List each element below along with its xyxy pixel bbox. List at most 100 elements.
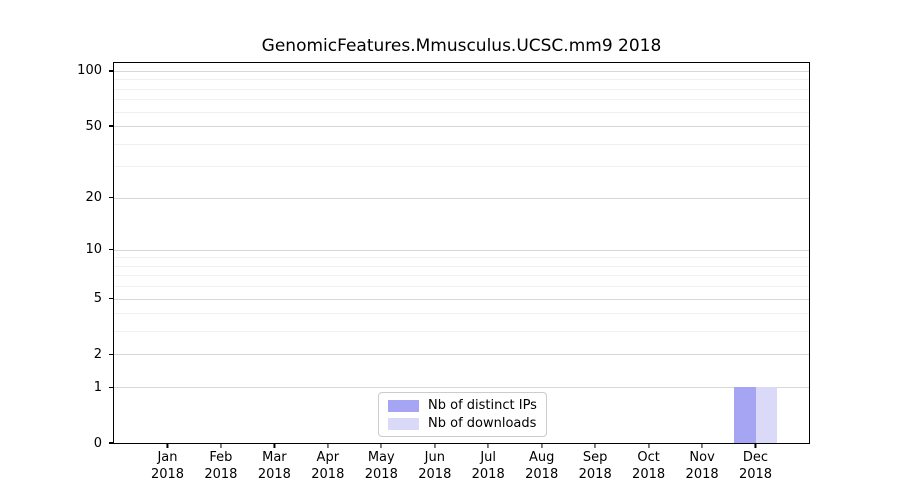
x-tick-mark-aug: [541, 444, 543, 448]
x-tick-label-month: Dec: [742, 450, 769, 465]
x-tick-aug: Aug 2018: [525, 444, 558, 483]
gridline-major-100: [114, 70, 809, 72]
y-tick-label-5: 5: [93, 291, 102, 306]
chart-title: GenomicFeatures.Mmusculus.UCSC.mm9 2018: [261, 36, 662, 56]
gridline-minor-70: [114, 99, 809, 101]
y-tick-mark-5: [109, 297, 113, 300]
x-tick-label-year: 2018: [525, 467, 559, 482]
x-tick-label-month: May: [367, 450, 395, 465]
gridline-major-1: [114, 387, 809, 389]
gridline-minor-7: [114, 275, 809, 277]
y-tick-2: 2: [94, 345, 113, 363]
y-tick-mark-50: [109, 125, 113, 127]
gridline-minor-4: [114, 313, 809, 315]
y-tick-mark-100: [109, 70, 113, 72]
x-tick-feb: Feb 2018: [204, 444, 237, 483]
y-tick-mark-20: [109, 196, 113, 199]
y-tick-20: 20: [85, 189, 113, 207]
gridline-major-5: [114, 298, 809, 300]
x-tick-mark-jan: [166, 444, 169, 448]
x-tick-label-month: Mar: [262, 450, 287, 465]
y-tick-5: 5: [94, 290, 113, 308]
x-tick-jul: Jul 2018: [472, 444, 505, 483]
x-tick-label-month: Apr: [316, 450, 340, 465]
x-tick-label-year: 2018: [578, 467, 612, 482]
y-tick-label-0: 0: [93, 435, 102, 451]
x-tick-label-year: 2018: [150, 467, 185, 482]
x-tick-label-year: 2018: [364, 467, 398, 482]
y-tick-label-1: 1: [93, 379, 102, 395]
x-tick-label-year: 2018: [257, 467, 291, 482]
x-tick-label-month: Jan: [157, 450, 178, 465]
y-tick-label-50: 50: [85, 118, 102, 134]
x-tick-sep: Sep 2018: [579, 444, 612, 483]
legend-entry-nb-of-downloads: Nb of downloads: [388, 415, 537, 432]
x-tick-label-year: 2018: [311, 467, 345, 482]
x-tick-label-year: 2018: [685, 467, 719, 482]
x-tick-label-year: 2018: [632, 467, 666, 482]
x-tick-mark-mar: [273, 444, 275, 448]
y-tick-label-20: 20: [85, 190, 102, 205]
gridline-major-2: [114, 354, 809, 356]
gridline-minor-3: [114, 331, 809, 333]
legend-label-nb-of-distinct-ips: Nb of distinct IPs: [428, 398, 537, 413]
legend: Nb of distinct IPs Nb of downloads: [378, 392, 547, 437]
gridline-minor-40: [114, 143, 809, 145]
gridline-minor-80: [114, 88, 809, 90]
x-tick-label-year: 2018: [418, 467, 452, 482]
x-tick-label-month: Jun: [424, 450, 445, 465]
y-axis: 0 1 2 5 10 20 50 100: [0, 62, 113, 451]
x-tick-mark-feb: [220, 444, 222, 448]
gridline-major-10: [114, 249, 809, 251]
x-tick-jun: Jun 2018: [418, 444, 451, 483]
gridline-minor-60: [114, 111, 809, 113]
gridline-minor-9: [114, 257, 809, 259]
legend-swatch-nb-of-downloads: [388, 417, 419, 430]
x-tick-mark-sep: [594, 444, 596, 448]
y-tick-label-100: 100: [77, 63, 102, 79]
y-tick-1: 1: [94, 378, 113, 396]
x-tick-label-year: 2018: [738, 467, 773, 482]
y-tick-0: 0: [94, 434, 113, 452]
gridline-minor-90: [114, 79, 809, 81]
y-tick-label-2: 2: [93, 346, 102, 362]
gridline-minor-8: [114, 265, 809, 267]
bar-nb-of-distinct-ips-dec: [734, 387, 756, 443]
x-tick-nov: Nov 2018: [686, 444, 719, 483]
x-tick-label-month: Feb: [209, 450, 233, 465]
y-tick-label-10: 10: [85, 242, 102, 258]
x-axis: Jan 2018 Feb 2018 Mar 2018 Apr 2018 May 2018 Jun 20…: [114, 444, 809, 496]
x-tick-label-month: Oct: [637, 450, 660, 465]
gridline-minor-6: [114, 286, 809, 288]
x-tick-mark-apr: [327, 444, 329, 448]
x-tick-mark-jun: [434, 444, 436, 448]
x-tick-mark-may: [380, 444, 382, 448]
x-tick-label-year: 2018: [204, 467, 238, 482]
y-tick-10: 10: [85, 241, 113, 259]
x-tick-mark-jul: [487, 444, 489, 448]
x-tick-label-year: 2018: [471, 467, 505, 482]
plot-area: Nb of distinct IPs Nb of downloads: [113, 62, 810, 444]
x-tick-label-month: Jul: [480, 450, 497, 465]
gridline-major-50: [114, 126, 809, 127]
x-tick-label-month: Aug: [528, 450, 555, 465]
bar-nb-of-downloads-dec: [755, 387, 777, 443]
x-tick-dec: Dec 2018: [739, 444, 772, 483]
x-tick-mar: Mar 2018: [258, 444, 291, 483]
x-tick-mark-nov: [701, 444, 703, 448]
x-tick-mark-oct: [648, 444, 650, 448]
gridline-minor-30: [114, 166, 809, 168]
x-tick-label-month: Nov: [689, 450, 715, 465]
y-tick-mark-1: [109, 386, 113, 388]
legend-label-nb-of-downloads: Nb of downloads: [428, 416, 537, 431]
x-tick-label-month: Sep: [582, 450, 608, 465]
gridline-major-20: [114, 197, 809, 199]
x-tick-jan: Jan 2018: [151, 444, 184, 483]
y-tick-mark-2: [109, 353, 113, 355]
x-tick-may: May 2018: [365, 444, 398, 483]
y-tick-mark-0: [109, 442, 113, 444]
y-tick-mark-10: [109, 249, 113, 251]
y-tick-100: 100: [77, 62, 113, 80]
y-tick-50: 50: [85, 117, 113, 135]
